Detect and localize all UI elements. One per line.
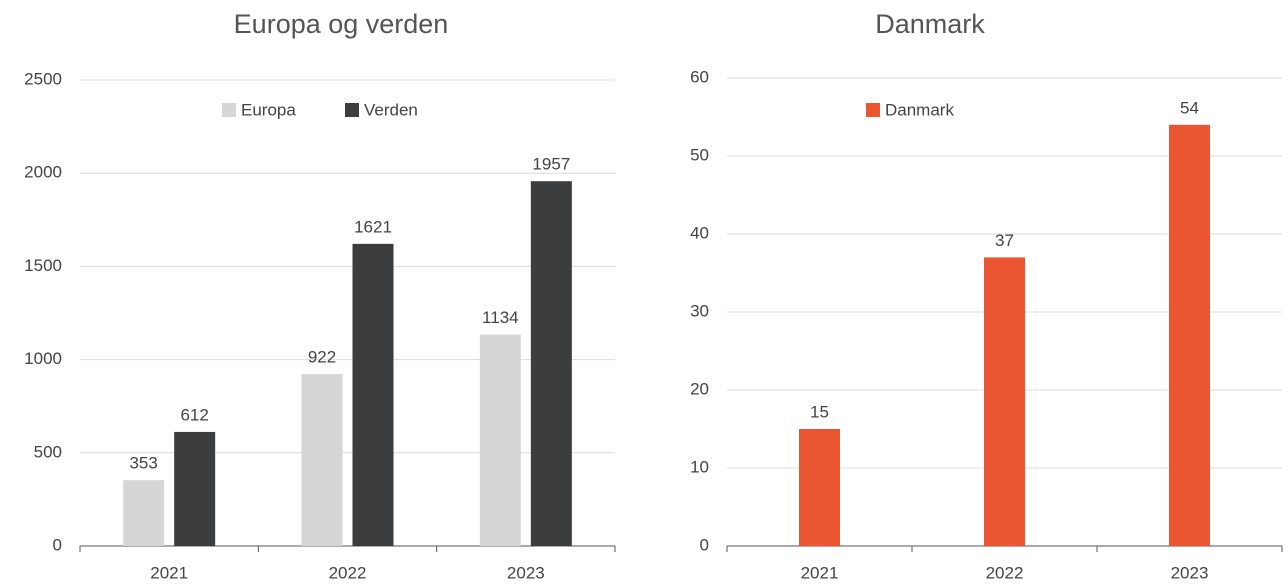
legend-label: Europa: [241, 100, 296, 119]
y-tick-label: 10: [690, 457, 709, 476]
chart-title: Europa og verden: [234, 9, 449, 39]
y-tick-label: 30: [690, 301, 709, 320]
data-label: 922: [308, 348, 336, 367]
bar: [123, 480, 165, 546]
data-label: 54: [1180, 98, 1199, 117]
x-tick-label: 2021: [801, 563, 839, 582]
x-tick-label: 2021: [150, 563, 188, 582]
chart-title: Danmark: [875, 9, 985, 39]
bar: [530, 181, 572, 546]
bar: [479, 334, 521, 546]
data-label: 1134: [482, 308, 519, 327]
x-tick-label: 2023: [1171, 563, 1209, 582]
y-tick-label: 40: [690, 223, 709, 242]
legend-swatch: [222, 103, 236, 117]
bar: [301, 374, 343, 546]
y-tick-label: 0: [700, 535, 709, 554]
y-tick-label: 2000: [24, 163, 62, 182]
data-label: 1957: [532, 155, 570, 174]
data-label: 1621: [354, 217, 392, 236]
y-tick-label: 0: [53, 535, 62, 554]
y-tick-label: 1000: [24, 349, 62, 368]
x-tick-label: 2023: [507, 563, 545, 582]
x-tick-label: 2022: [986, 563, 1024, 582]
legend-swatch: [345, 103, 359, 117]
bar: [984, 257, 1025, 546]
x-tick-label: 2022: [329, 563, 367, 582]
y-tick-label: 1500: [24, 256, 62, 275]
data-label: 612: [180, 405, 208, 424]
legend-swatch: [866, 103, 880, 117]
y-tick-label: 500: [34, 442, 62, 461]
y-tick-label: 50: [690, 145, 709, 164]
legend-label: Danmark: [885, 100, 954, 119]
bar: [1169, 124, 1210, 547]
data-label: 15: [810, 402, 829, 421]
bar: [352, 243, 394, 547]
data-label: 353: [129, 454, 157, 473]
legend-label: Verden: [364, 100, 418, 119]
bar: [174, 431, 216, 546]
y-tick-label: 2500: [24, 69, 62, 88]
y-tick-label: 60: [690, 67, 709, 86]
bar: [799, 429, 840, 546]
y-tick-label: 20: [690, 379, 709, 398]
data-label: 37: [995, 231, 1014, 250]
